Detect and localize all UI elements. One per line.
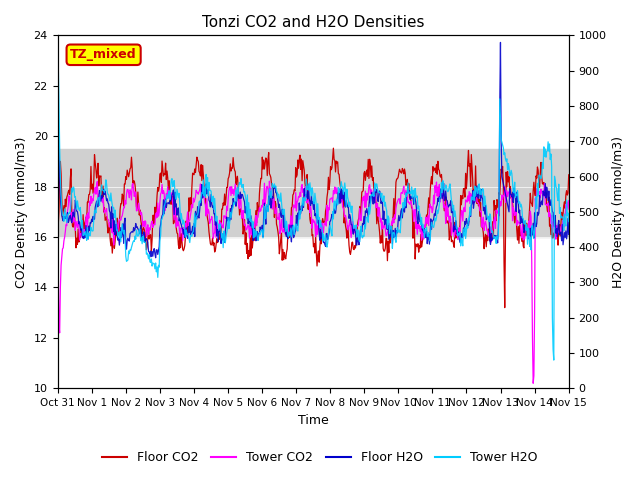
Y-axis label: CO2 Density (mmol/m3): CO2 Density (mmol/m3) (15, 136, 28, 288)
Text: TZ_mixed: TZ_mixed (70, 48, 137, 61)
X-axis label: Time: Time (298, 414, 328, 427)
Y-axis label: H2O Density (mmol/m3): H2O Density (mmol/m3) (612, 136, 625, 288)
Legend: Floor CO2, Tower CO2, Floor H2O, Tower H2O: Floor CO2, Tower CO2, Floor H2O, Tower H… (97, 446, 543, 469)
Title: Tonzi CO2 and H2O Densities: Tonzi CO2 and H2O Densities (202, 15, 424, 30)
Bar (58, 149, 569, 237)
